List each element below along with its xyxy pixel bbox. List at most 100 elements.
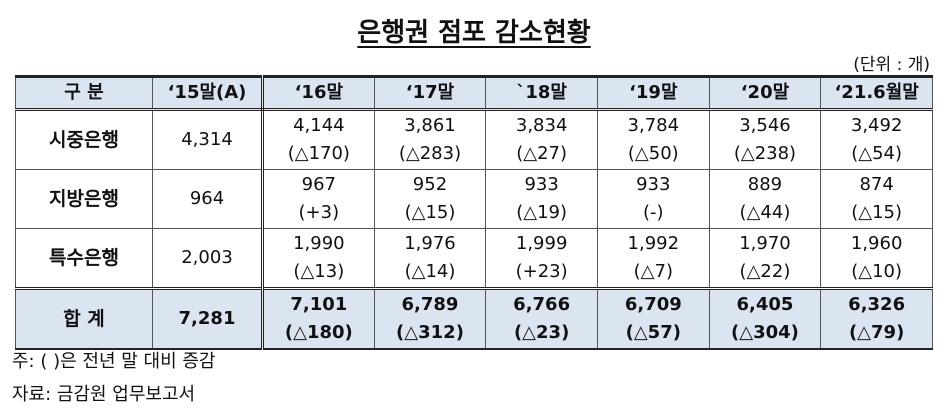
cell: 933 (△19) [485,169,598,229]
header-row: 구 분 ‘15말(A) ‘16말 ‘17말 `18말 ‘19말 ‘20말 ‘21.6월말 [15,75,933,111]
row-label: 시중은행 [15,109,153,170]
title: 은행권 점포 감소현황 [0,12,948,49]
base-cell: 7,281 [152,287,264,350]
cell-change: (△304) [731,322,799,343]
base-cell: 2,003 [152,228,264,289]
row-label: 지방은행 [15,169,153,229]
cell: 6,766 (△23) [485,287,598,350]
row-label: 합 계 [15,287,153,350]
cell: 933 (-) [596,169,710,229]
cell: 952 (△15) [373,169,487,229]
cell-change: (△14) [404,261,456,282]
cell-value: 3,492 [850,115,903,136]
cell-value: 889 [747,174,783,195]
cell-value: 1,976 [404,233,456,254]
cell-change: (△180) [284,322,353,343]
cell-change: (△283) [398,143,462,164]
cell-value: 6,709 [624,294,682,315]
cell-value: 6,326 [848,294,906,315]
base-cell: 964 [152,169,264,229]
unit: (단위 : 개) [853,55,930,75]
cell-value: 1,990 [293,233,345,254]
header-cell: ‘17말 [373,75,487,111]
cell: 1,992 (△7) [596,228,710,289]
cell: 7,101 (△180) [262,287,375,350]
cell: 6,405 (△304) [708,287,822,350]
cell-change: (△15) [851,202,903,223]
cell-change: (△15) [404,202,456,223]
note: 주: ( )은 전년 말 대비 증감 [12,351,216,372]
header-cell: ‘19말 [596,75,710,111]
cell-value: 1,970 [739,233,791,254]
cell: 1,976 (△14) [373,228,487,289]
cell-change: (△57) [625,322,681,343]
cell: 889 (△44) [708,169,822,229]
cell: 1,970 (△22) [708,228,822,289]
cell-change: (△23) [513,322,570,343]
cell: 967 (+3) [262,169,375,229]
cell: 3,784 (△50) [596,109,710,170]
row-label: 특수은행 [15,228,153,289]
cell-value: 3,861 [404,115,456,136]
table: 구 분 ‘15말(A) ‘16말 ‘17말 `18말 ‘19말 ‘20말 ‘21.6월말 시중은… [15,75,933,350]
cell-value: 933 [636,174,671,195]
cell: 3,492 (△54) [820,109,933,170]
cell-change: (△13) [293,261,345,282]
cell-change: (△238) [733,143,797,164]
cell-change: (△7) [633,261,673,282]
header-cell: ‘16말 [262,75,375,111]
note: 자료: 금감원 업무보고서 [12,384,196,405]
cell-change: (-) [643,202,664,223]
cell-value: 6,405 [736,294,794,315]
base-cell: 4,314 [152,109,264,170]
row: 시중은행 4,314 4,144 (△170) 3,861 (△283) 3,834 (△27… [15,109,933,170]
cell-value: 967 [301,174,336,195]
cell-change: (△312) [396,322,464,343]
header-cell: ‘21.6월말 [820,75,933,111]
cell-change: (△79) [848,322,905,343]
row: 특수은행 2,003 1,990 (△13) 1,976 (△14) 1,999 (+23) 1… [15,228,933,289]
row: 지방은행 964 967 (+3) 952 (△15) 933 (△19) 933 (-) 889 (… [15,169,933,229]
cell: 6,326 (△79) [820,287,933,350]
header-cell: ‘20말 [708,75,822,111]
cell-change: (△22) [739,261,791,282]
cell-change: (△44) [739,202,791,223]
cell: 4,144 (△170) [262,109,375,170]
cell: 3,546 (△238) [708,109,822,170]
cell-change: (△10) [851,261,903,282]
cell-change: (△170) [287,143,350,164]
cell-value: 952 [412,174,448,195]
cell-value: 6,789 [401,294,459,315]
cell-value: 1,992 [627,233,680,254]
cell: 874 (△15) [820,169,933,229]
cell-change: (+3) [298,202,340,223]
header-cell: ‘15말(A) [152,75,264,111]
cell-change: (△54) [851,143,903,164]
cell-value: 4,144 [293,115,345,136]
cell-value: 7,101 [290,294,348,315]
cell-value: 3,784 [627,115,680,136]
cell-value: 3,546 [739,115,791,136]
header-cell: 구 분 [15,75,153,111]
cell-value: 874 [859,174,894,195]
cell-value: 6,766 [513,294,571,315]
cell: 1,990 (△13) [262,228,375,289]
cell: 3,861 (△283) [373,109,487,170]
cell-change: (△27) [516,143,568,164]
cell: 6,709 (△57) [596,287,710,350]
cell-value: 3,834 [515,115,568,136]
cell-value: 933 [524,174,559,195]
cell-change: (△50) [627,143,679,164]
header-cell: `18말 [485,75,598,111]
cell: 6,789 (△312) [373,287,487,350]
cell: 1,999 (+23) [485,228,598,289]
cell-change: (+23) [515,261,568,282]
cell-change: (△19) [516,202,568,223]
title-text: 은행권 점포 감소현황 [357,18,591,48]
cell-value: 1,999 [515,233,568,254]
cell: 3,834 (△27) [485,109,598,170]
cell: 1,960 (△10) [820,228,933,289]
total-row: 합 계 7,281 7,101 (△180) 6,789 (△312) 6,766 (△23)… [15,287,933,350]
cell-value: 1,960 [850,233,903,254]
